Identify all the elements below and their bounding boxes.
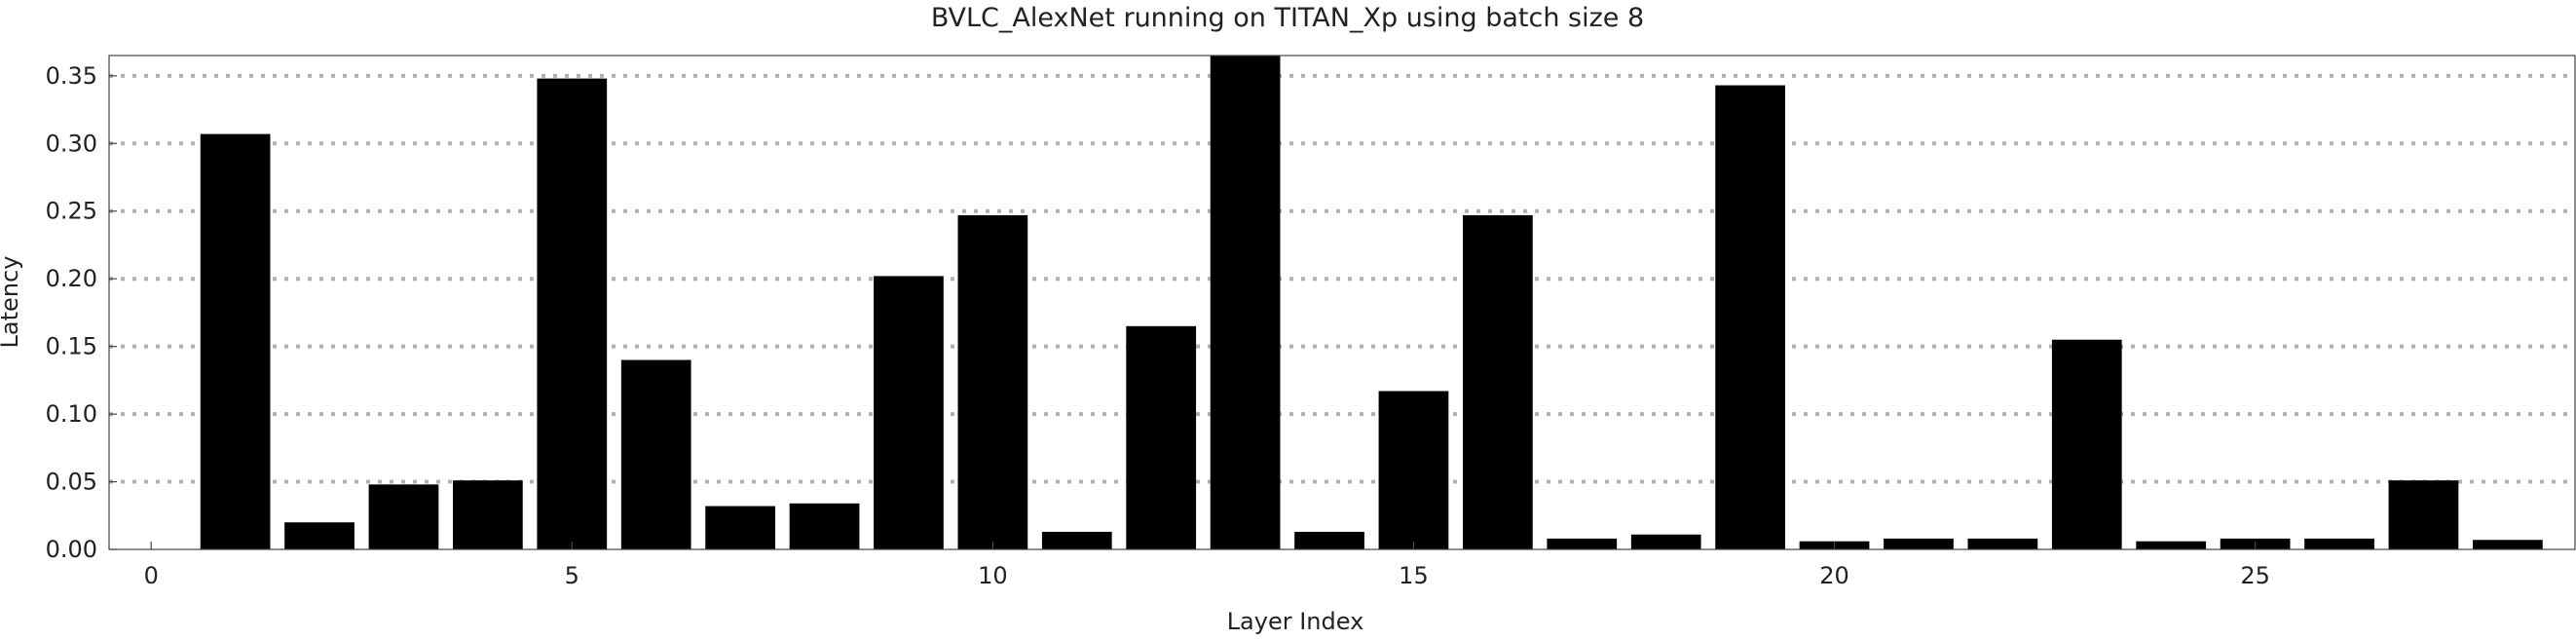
bar-layer-7 xyxy=(705,506,775,549)
y-tick-label: 0.25 xyxy=(46,198,97,225)
bar-layer-15 xyxy=(1378,391,1449,549)
bar-layer-26 xyxy=(2304,538,2374,549)
bar-layer-23 xyxy=(2051,339,2122,549)
grid-lines xyxy=(109,73,2575,484)
bar-layer-12 xyxy=(1126,325,1197,549)
bars xyxy=(200,56,2543,550)
bar-layer-10 xyxy=(957,214,1028,549)
x-tick-label: 10 xyxy=(978,562,1008,589)
bar-layer-8 xyxy=(789,503,860,549)
x-tick-label: 5 xyxy=(565,562,579,589)
y-tick-label: 0.00 xyxy=(46,536,97,563)
x-tick-label: 0 xyxy=(144,562,159,589)
bar-layer-1 xyxy=(200,133,271,549)
x-tick-label: 25 xyxy=(2240,562,2270,589)
y-tick-label: 0.20 xyxy=(46,265,97,292)
bar-layer-3 xyxy=(368,484,439,549)
bar-layer-24 xyxy=(2136,541,2207,549)
axis-ticks: 0.00 0.05 0.10 0.15 0.20 0.25 0.30 0.35 0 5 10 15 20… xyxy=(46,62,2270,589)
bar-layer-11 xyxy=(1041,531,1112,549)
bar-layer-27 xyxy=(2388,480,2459,549)
bar-layer-9 xyxy=(874,276,944,549)
y-tick-label: 0.30 xyxy=(46,130,97,157)
bar-layer-13 xyxy=(1210,56,1281,549)
bar-layer-18 xyxy=(1630,534,1701,549)
bar-layer-14 xyxy=(1294,531,1364,549)
y-tick-label: 0.35 xyxy=(46,62,97,90)
plot-frame xyxy=(108,55,2576,550)
bar-layer-5 xyxy=(537,78,608,549)
x-tick-label: 15 xyxy=(1399,562,1429,589)
y-tick-label: 0.05 xyxy=(46,469,97,496)
bar-layer-4 xyxy=(453,480,523,549)
y-tick-label: 0.10 xyxy=(46,400,97,428)
bar-layer-28 xyxy=(2473,540,2543,549)
x-axis-label: Layer Index xyxy=(1227,608,1364,635)
bar-layer-19 xyxy=(1715,85,1785,550)
bar-layer-21 xyxy=(1884,538,1954,549)
bar-layer-22 xyxy=(1967,538,2038,549)
y-axis-label: Latency xyxy=(0,256,23,349)
x-tick-label: 20 xyxy=(1819,562,1849,589)
bar-layer-2 xyxy=(284,522,355,549)
bar-layer-6 xyxy=(620,359,691,549)
y-tick-label: 0.15 xyxy=(46,333,97,360)
bar-layer-17 xyxy=(1547,538,1618,549)
bar-layer-16 xyxy=(1463,214,1533,549)
chart-title: BVLC_AlexNet running on TITAN_Xp using b… xyxy=(931,3,1644,33)
